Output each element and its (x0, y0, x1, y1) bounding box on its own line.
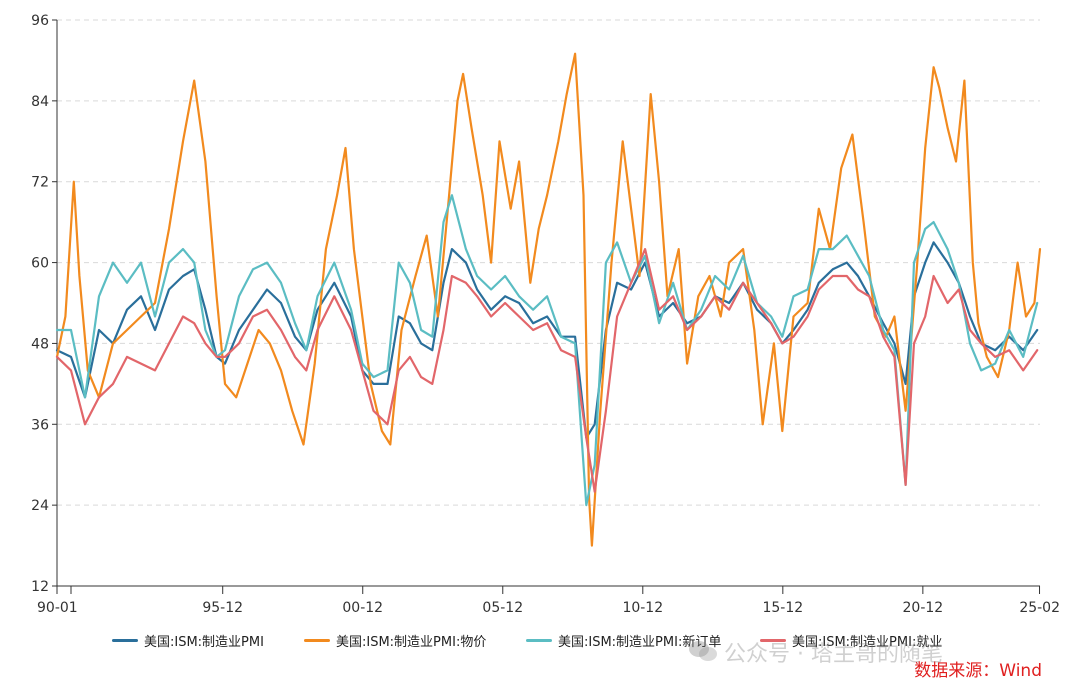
x-tick-label-10-12: 10-12 (622, 600, 663, 616)
legend: 美国:ISM:制造业PMI 美国:ISM:制造业PMI:物价 美国:ISM:制造… (0, 628, 1080, 652)
series-lines (55, 52, 1042, 547)
wechat-icon (689, 641, 717, 661)
legend-swatch-employment (760, 638, 786, 642)
legend-item-new-orders[interactable]: 美国:ISM:制造业PMI:新订单 (526, 628, 721, 652)
x-axis-ticks: 90-01 95-12 00-12 05-12 10-12 15-12 20-12 25-02 (37, 586, 1060, 616)
y-tick-label-84: 84 (31, 94, 49, 110)
y-tick-label-60: 60 (31, 256, 49, 272)
x-tick-label-95-12: 95-12 (202, 600, 243, 616)
series-line-3 (55, 248, 1039, 493)
y-axis-ticks: 12 24 36 48 60 72 84 96 (31, 13, 57, 595)
x-tick-label-05-12: 05-12 (482, 600, 523, 616)
gridlines (57, 19, 1040, 506)
legend-item-prices[interactable]: 美国:ISM:制造业PMI:物价 (304, 628, 486, 652)
x-tick-label-25-02: 25-02 (1019, 600, 1060, 616)
source-label: 数据来源：Wind (914, 661, 1042, 681)
legend-swatch-pmi (112, 638, 138, 642)
y-tick-label-36: 36 (31, 417, 49, 433)
y-tick-label-12: 12 (31, 579, 49, 595)
x-tick-label-20-12: 20-12 (903, 600, 944, 616)
chart: 12 24 36 48 60 72 84 96 90-01 95-12 00-12 05-12 10-… (31, 13, 1060, 616)
legend-item-pmi[interactable]: 美国:ISM:制造业PMI (112, 628, 264, 652)
x-tick-label-00-12: 00-12 (342, 600, 383, 616)
legend-item-employment[interactable]: 美国:ISM:制造业PMI:就业 (760, 628, 942, 652)
y-tick-label-24: 24 (31, 498, 49, 514)
y-tick-label-72: 72 (31, 175, 49, 191)
x-tick-label-90-01: 90-01 (37, 600, 78, 616)
y-tick-label-96: 96 (31, 13, 49, 29)
watermark-text: 公众号 · 塔主哥的随笔 (724, 642, 943, 667)
legend-label-new-orders: 美国:ISM:制造业PMI:新订单 (558, 634, 722, 650)
series-line-2 (55, 194, 1039, 507)
legend-swatch-prices (304, 638, 330, 642)
legend-swatch-new-orders (526, 638, 552, 642)
x-tick-label-15-12: 15-12 (762, 600, 803, 616)
legend-label-prices: 美国:ISM:制造业PMI:物价 (336, 634, 487, 650)
axes (56, 20, 1040, 587)
y-tick-label-48: 48 (31, 336, 49, 352)
legend-label-pmi: 美国:ISM:制造业PMI (144, 634, 264, 650)
series-line-1 (55, 52, 1042, 547)
legend-label-employment: 美国:ISM:制造业PMI:就业 (792, 634, 943, 650)
